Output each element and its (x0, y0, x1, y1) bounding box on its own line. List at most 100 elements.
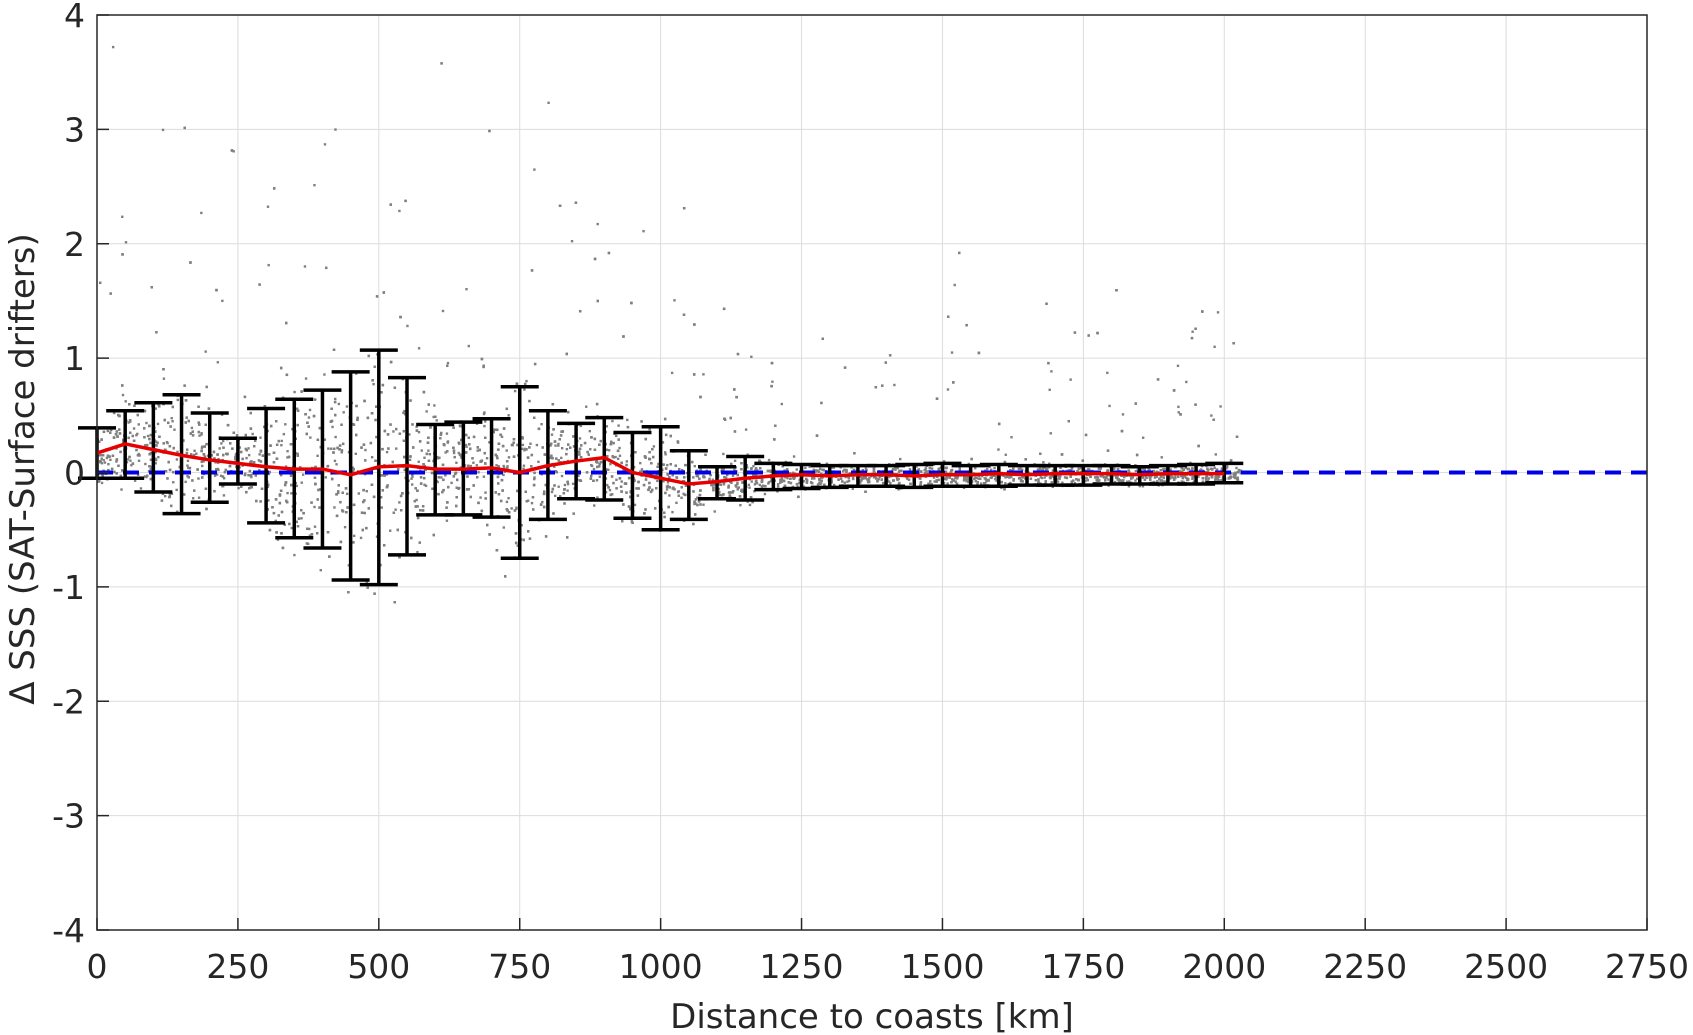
scatter-point (219, 474, 223, 478)
scatter-point (624, 482, 628, 485)
scatter-point (488, 441, 491, 444)
scatter-point (197, 496, 201, 499)
scatter-point (1159, 479, 1162, 482)
scatter-point (541, 446, 544, 449)
scatter-point (482, 364, 485, 367)
scatter-point (372, 382, 375, 386)
scatter-point (642, 483, 646, 487)
scatter-point (156, 422, 160, 426)
scatter-point (484, 491, 487, 494)
scatter-point (109, 431, 112, 434)
scatter-point (899, 457, 902, 461)
scatter-point (832, 466, 835, 469)
scatter-point (578, 453, 581, 456)
scatter-point (386, 484, 389, 487)
scatter-point (342, 411, 345, 414)
scatter-point (364, 459, 367, 462)
scatter-point (304, 413, 307, 416)
scatter-point (563, 483, 567, 487)
scatter-point (215, 473, 219, 476)
scatter-point (590, 464, 594, 468)
scatter-point (326, 464, 330, 468)
scatter-point (1002, 474, 1005, 477)
scatter-point (113, 470, 116, 474)
scatter-point (629, 507, 632, 511)
scatter-point (423, 456, 426, 459)
scatter-point (447, 485, 450, 489)
scatter-point (258, 283, 261, 286)
scatter-point (234, 457, 237, 461)
scatter-point (789, 472, 792, 475)
scatter-point (615, 478, 618, 481)
scatter-point (699, 489, 702, 492)
scatter-point (1068, 468, 1072, 472)
scatter-point (568, 446, 572, 449)
scatter-point (505, 449, 508, 452)
scatter-point (121, 384, 124, 387)
scatter-point (363, 511, 366, 515)
scatter-point (570, 240, 574, 243)
scatter-point (1153, 480, 1156, 484)
scatter-point (137, 423, 140, 426)
scatter-point (396, 468, 400, 471)
scatter-point (369, 441, 373, 445)
scatter-point (410, 483, 414, 486)
scatter-point (965, 479, 968, 483)
scatter-point (1217, 475, 1221, 478)
scatter-point (643, 512, 646, 515)
scatter-point (1214, 478, 1217, 482)
scatter-point (418, 541, 421, 544)
scatter-point (465, 488, 469, 491)
scatter-point (299, 508, 303, 512)
scatter-point (780, 480, 783, 483)
scatter-point (610, 475, 614, 478)
scatter-point (780, 402, 783, 406)
scatter-point (673, 488, 676, 491)
scatter-point (200, 211, 203, 215)
scatter-point (528, 399, 531, 403)
scatter-point (563, 502, 566, 505)
scatter-point (352, 423, 356, 426)
scatter-point (868, 476, 871, 480)
scatter-point (652, 445, 656, 448)
scatter-point (416, 505, 419, 508)
scatter-point (843, 366, 847, 369)
scatter-point (97, 480, 100, 483)
scatter-point (593, 437, 597, 441)
scatter-point (625, 491, 628, 494)
scatter-point (343, 525, 347, 529)
scatter-point (1120, 479, 1123, 483)
scatter-point (1141, 485, 1145, 488)
scatter-point (427, 459, 431, 462)
scatter-point (507, 496, 510, 500)
scatter-point (436, 456, 440, 460)
scatter-point (169, 504, 173, 508)
scatter-point (1160, 456, 1163, 459)
scatter-point (389, 423, 392, 426)
scatter-point (502, 464, 505, 468)
scatter-point (876, 480, 879, 483)
scatter-point (590, 436, 593, 439)
scatter-point (296, 454, 299, 457)
scatter-point (387, 447, 390, 450)
scatter-point (525, 379, 528, 383)
scatter-point (547, 101, 550, 104)
scatter-point (535, 443, 539, 447)
scatter-point (101, 454, 105, 457)
scatter-point (1194, 327, 1197, 330)
scatter-point (612, 481, 615, 485)
scatter-point (1046, 467, 1049, 470)
scatter-point (288, 522, 291, 526)
scatter-point (222, 453, 225, 457)
scatter-point (611, 419, 614, 423)
scatter-point (578, 447, 582, 451)
scatter-point (737, 486, 741, 489)
scatter-point (821, 476, 824, 479)
scatter-point (710, 483, 713, 487)
scatter-point (662, 479, 665, 483)
scatter-point (516, 443, 519, 447)
scatter-point (962, 479, 966, 482)
scatter-point (723, 417, 726, 420)
scatter-point (334, 128, 337, 131)
scatter-point (942, 460, 946, 463)
